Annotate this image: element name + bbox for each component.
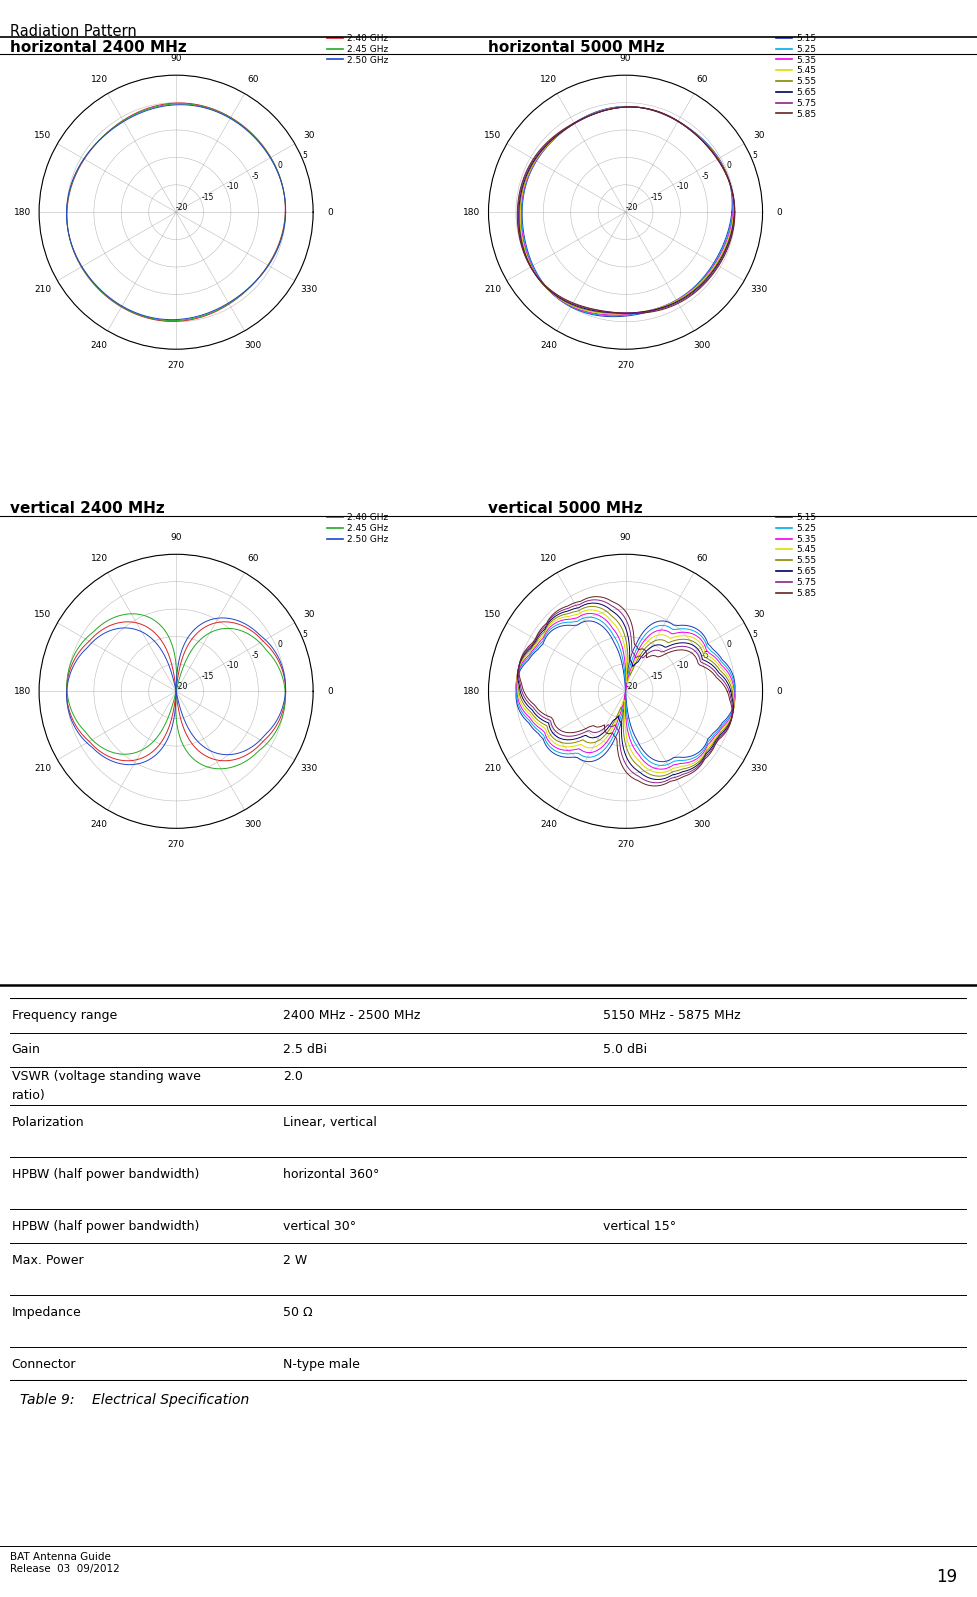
Text: 19: 19 <box>936 1568 957 1586</box>
Text: BAT Antenna Guide
Release  03  09/2012: BAT Antenna Guide Release 03 09/2012 <box>10 1552 119 1575</box>
Text: vertical 30°: vertical 30° <box>282 1220 356 1233</box>
Text: 5150 MHz - 5875 MHz: 5150 MHz - 5875 MHz <box>604 1009 741 1022</box>
Legend: 5.15, 5.25, 5.35, 5.45, 5.55, 5.65, 5.75, 5.85: 5.15, 5.25, 5.35, 5.45, 5.55, 5.65, 5.75… <box>773 509 820 602</box>
Text: N-type male: N-type male <box>282 1357 360 1370</box>
Text: horizontal 360°: horizontal 360° <box>282 1167 379 1180</box>
Text: Polarization: Polarization <box>12 1116 84 1129</box>
Text: Max. Power: Max. Power <box>12 1254 83 1266</box>
Text: Connector: Connector <box>12 1357 76 1370</box>
Text: 5.0 dBi: 5.0 dBi <box>604 1043 648 1057</box>
Text: HPBW (half power bandwidth): HPBW (half power bandwidth) <box>12 1167 199 1180</box>
Text: Gain: Gain <box>12 1043 41 1057</box>
Text: VSWR (voltage standing wave: VSWR (voltage standing wave <box>12 1070 200 1083</box>
Text: horizontal 2400 MHz: horizontal 2400 MHz <box>10 40 187 54</box>
Text: 2400 MHz - 2500 MHz: 2400 MHz - 2500 MHz <box>282 1009 420 1022</box>
Legend: 2.40 GHz, 2.45 GHz, 2.50 GHz: 2.40 GHz, 2.45 GHz, 2.50 GHz <box>323 509 392 548</box>
Text: ratio): ratio) <box>12 1089 46 1102</box>
Text: Radiation Pattern: Radiation Pattern <box>10 24 137 38</box>
Text: Frequency range: Frequency range <box>12 1009 117 1022</box>
Text: Table 9:    Electrical Specification: Table 9: Electrical Specification <box>20 1393 249 1407</box>
Text: vertical 2400 MHz: vertical 2400 MHz <box>10 501 164 516</box>
Text: HPBW (half power bandwidth): HPBW (half power bandwidth) <box>12 1220 199 1233</box>
Text: horizontal 5000 MHz: horizontal 5000 MHz <box>488 40 665 54</box>
Text: Impedance: Impedance <box>12 1306 81 1319</box>
Text: vertical 15°: vertical 15° <box>604 1220 676 1233</box>
Text: 2.5 dBi: 2.5 dBi <box>282 1043 326 1057</box>
Text: Linear, vertical: Linear, vertical <box>282 1116 376 1129</box>
Legend: 5.15, 5.25, 5.35, 5.45, 5.55, 5.65, 5.75, 5.85: 5.15, 5.25, 5.35, 5.45, 5.55, 5.65, 5.75… <box>773 30 820 123</box>
Text: 50 Ω: 50 Ω <box>282 1306 313 1319</box>
Text: 2.0: 2.0 <box>282 1070 303 1083</box>
Text: 2 W: 2 W <box>282 1254 307 1266</box>
Text: vertical 5000 MHz: vertical 5000 MHz <box>488 501 643 516</box>
Legend: 2.40 GHz, 2.45 GHz, 2.50 GHz: 2.40 GHz, 2.45 GHz, 2.50 GHz <box>323 30 392 69</box>
